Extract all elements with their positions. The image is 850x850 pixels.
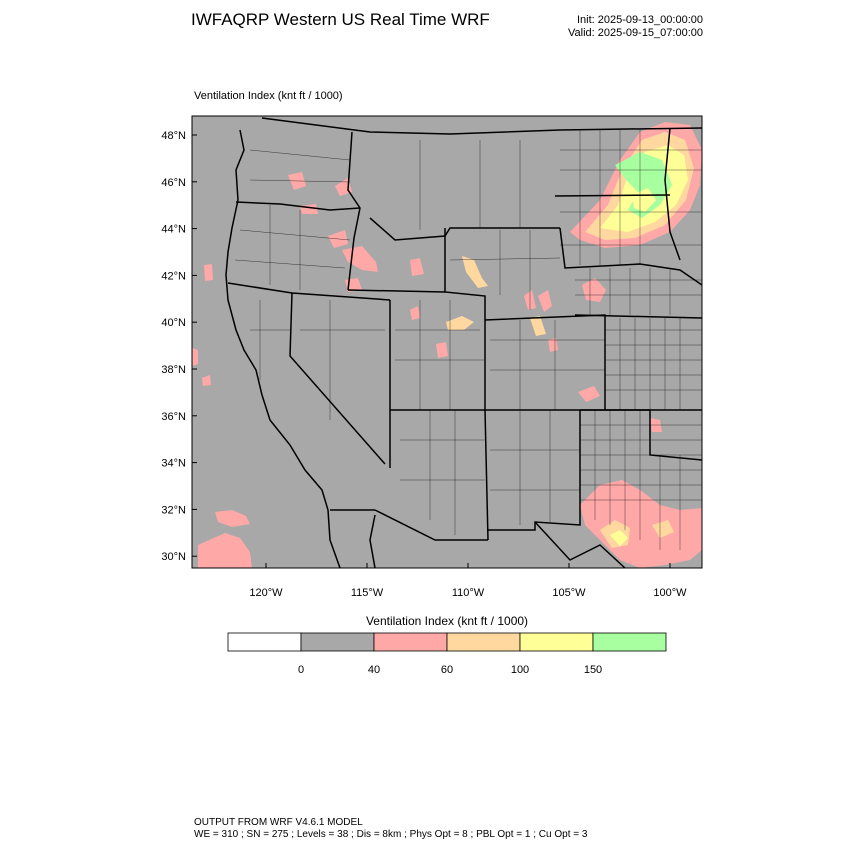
lat-tick-label: 34°N: [161, 458, 186, 470]
lon-tick-label: 110°W: [452, 587, 485, 599]
colorbar-bin: [519, 632, 594, 652]
county-lines: [234, 130, 702, 550]
vi-patch-ocean-sw2: [215, 510, 250, 527]
vi-patch-ocean-nw: [204, 264, 213, 281]
field-label: Ventilation Index (knt ft / 1000): [194, 90, 343, 102]
lat-tick-label: 38°N: [161, 364, 186, 376]
vi-patch-wy: [410, 258, 424, 276]
lat-tick-label: 30°N: [161, 551, 186, 563]
border-az-nm: [484, 409, 489, 541]
border-ne-ks: [574, 314, 702, 319]
lon-tick-label: 120°W: [249, 587, 283, 599]
vi-patch-ocean-w: [192, 348, 198, 366]
vi-patch-nv: [410, 306, 420, 320]
valid-time: Valid: 2025-09-15_07:00:00: [568, 27, 703, 39]
colorbar-tick-label: 100: [510, 664, 530, 676]
colorbar-bin: [446, 632, 521, 652]
lon-tick-label: 105°W: [552, 587, 586, 599]
lat-tick-label: 48°N: [161, 130, 186, 142]
colorbar-bin: [592, 632, 667, 652]
colorbar-tick-label: 40: [367, 664, 381, 676]
county-grid-ks: [605, 318, 702, 410]
county-grid-ne: [575, 268, 702, 315]
vi-patch-ut: [446, 316, 474, 330]
state-boundaries: [225, 117, 702, 568]
vi-patch-dakotas-green: [615, 152, 672, 218]
vi-patch-co2: [530, 316, 546, 336]
border-wa-or: [235, 201, 361, 211]
border-nv-ca: [289, 292, 386, 465]
colorbar-tick-label: 0: [297, 664, 305, 676]
latitude-ticks: 48°N 46°N 44°N 42°N 40°N 38°N 36°N 34°N 32°N 30°N: [161, 130, 197, 563]
border-mn-nd: [664, 127, 681, 261]
vi-patch-ne-sd: [582, 278, 606, 302]
lat-tick-label: 44°N: [161, 224, 186, 236]
colorbar-tick-label: 150: [583, 664, 603, 676]
colorbar-bin: [227, 632, 302, 652]
lat-tick-label: 40°N: [161, 317, 186, 329]
county-grid-west: [234, 140, 605, 535]
lat-tick-label: 46°N: [161, 177, 186, 189]
border-id-west: [347, 131, 361, 291]
init-time: Init: 2025-09-13_00:00:00: [577, 14, 703, 26]
county-grid-dakotas: [560, 130, 702, 265]
vi-patch-ut2: [436, 342, 448, 358]
lon-tick-label: 115°W: [351, 587, 384, 599]
model-info-footer: OUTPUT FROM WRF V4.6.1 MODEL WE = 310 ; …: [194, 817, 587, 841]
lat-tick-label: 36°N: [161, 411, 186, 423]
vi-patch-dakotas-yellow2: [632, 188, 656, 212]
plot-title: IWFAQRP Western US Real Time WRF: [191, 10, 490, 29]
vi-patch-ocean-w2: [202, 375, 211, 386]
vi-patch-texas-pink: [580, 480, 702, 568]
colorbar-tick-label: 60: [440, 664, 454, 676]
vi-patch-id-s: [342, 246, 378, 272]
lat-tick-label: 32°N: [161, 504, 186, 516]
border-tx-ok: [580, 409, 702, 461]
border-wy: [444, 228, 486, 320]
footer-line-1: OUTPUT FROM WRF V4.6.1 MODEL: [194, 817, 363, 828]
border-nv-ut-id: [347, 289, 446, 293]
colorbar-bin: [300, 632, 375, 652]
colorbar-bin: [373, 632, 448, 652]
lon-tick-label: 100°W: [653, 587, 687, 599]
vi-patch-co3: [548, 338, 558, 352]
coastline: [225, 129, 341, 568]
init-valid-times: Init: 2025-09-13_00:00:00 Valid: 2025-09…: [520, 14, 703, 40]
vi-patch-tx-panhandle: [578, 386, 600, 402]
longitude-ticks: 120°W 115°W 110°W 105°W 100°W: [249, 563, 687, 599]
vi-patch-texas-orange2: [652, 520, 674, 538]
vi-patch-id-n: [335, 178, 352, 196]
lat-tick-label: 42°N: [161, 270, 186, 282]
vi-patch-texas-yellow: [610, 530, 628, 546]
vi-patch-ocean-sw: [198, 533, 252, 568]
county-grid-tx: [580, 410, 702, 550]
vi-shading: [192, 122, 702, 568]
colorbar-title: Ventilation Index (knt ft / 1000): [365, 614, 529, 628]
map-frame: [191, 115, 703, 569]
colorbar-boxes: [227, 632, 667, 652]
border-az-mex: [374, 509, 488, 541]
vi-patch-wy2: [462, 256, 488, 288]
baja: [369, 514, 376, 568]
footer-line-2: WE = 310 ; SN = 275 ; Levels = 38 ; Dis …: [194, 829, 588, 840]
vi-patch-co: [538, 290, 552, 312]
border-rio-grande: [534, 521, 626, 568]
map-content: [192, 117, 702, 568]
border-canada: [261, 117, 702, 135]
border-nd-sd: [554, 194, 671, 197]
